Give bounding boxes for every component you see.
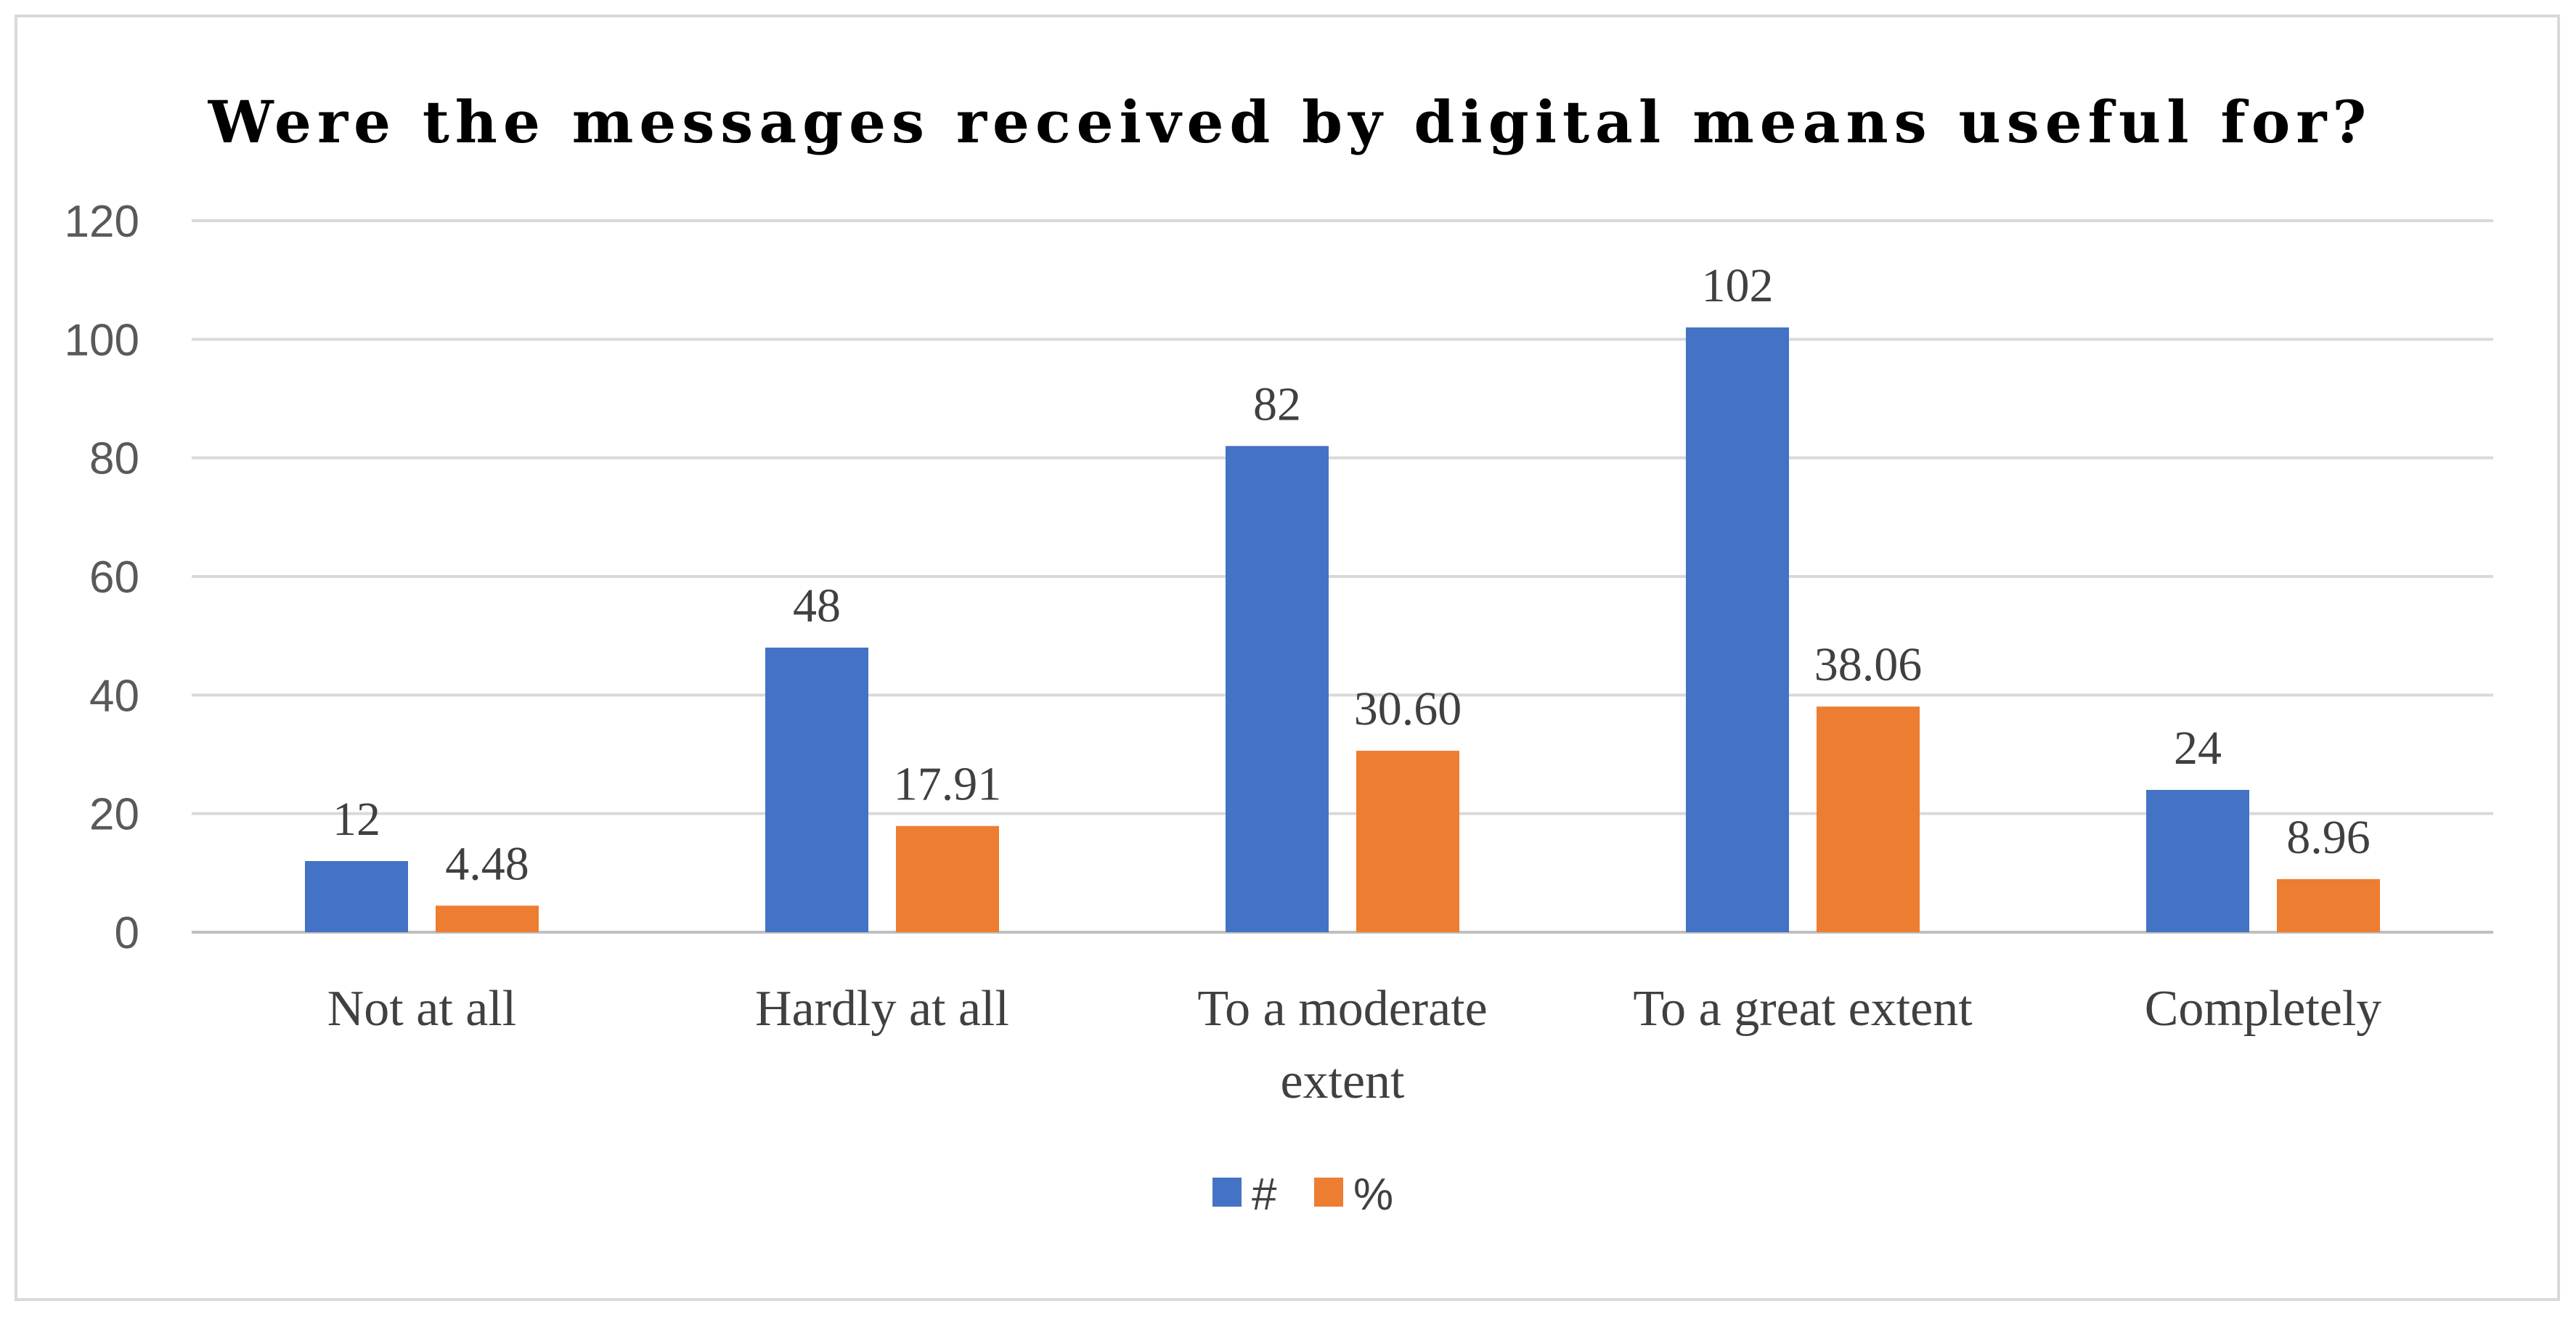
data-label: 38.06: [1814, 638, 1923, 691]
data-label: 12: [333, 793, 380, 846]
bar-percent: [896, 825, 999, 932]
bar-count: [1226, 446, 1329, 932]
y-tick-label: 100: [65, 315, 139, 365]
x-category-label: To a great extent: [1633, 981, 1973, 1037]
bar-count: [2146, 790, 2249, 932]
y-tick-label: 120: [65, 197, 139, 247]
x-axis-categories: Not at all Hardly at all To a moderate exte…: [327, 981, 2382, 1109]
x-category-label: Not at all: [327, 981, 516, 1037]
bar-percent: [436, 905, 539, 932]
chart-title: Were the messages received by digital me…: [208, 88, 2373, 156]
legend: #%: [1212, 1170, 1393, 1220]
y-axis-ticks: 0 20 40 60 80 100 120: [65, 197, 139, 958]
y-tick-label: 20: [89, 790, 139, 840]
bar-percent: [1817, 706, 1920, 932]
data-label: 24: [2174, 722, 2222, 775]
x-category-label: extent: [1280, 1053, 1405, 1109]
gridlines: [192, 219, 2493, 934]
legend-label: #: [1252, 1170, 1277, 1220]
data-label: 102: [1702, 259, 1774, 312]
bar-count: [765, 648, 868, 932]
bar-count: [1686, 327, 1789, 932]
chart-canvas: Were the messages received by digital me…: [65, 88, 2493, 1220]
bar-count: [305, 861, 408, 932]
data-label: 30.60: [1354, 682, 1462, 735]
y-tick-label: 0: [115, 908, 139, 958]
legend-label: %: [1353, 1170, 1393, 1220]
data-label: 8.96: [2286, 811, 2371, 864]
x-category-label: To a moderate: [1197, 981, 1487, 1037]
chart-frame: Were the messages received by digital me…: [15, 15, 2560, 1301]
data-label: 4.48: [445, 837, 529, 890]
legend-swatch: [1212, 1178, 1242, 1207]
bar-percent: [2277, 878, 2380, 932]
data-label: 82: [1253, 378, 1301, 431]
data-labels: 12 4.48 48 17.91 82 30.60 102 38.06 24 8.96: [333, 259, 2371, 890]
y-tick-label: 60: [89, 553, 139, 603]
x-category-label: Completely: [2145, 981, 2382, 1037]
data-label: 17.91: [894, 758, 1002, 811]
bar-percent: [1356, 751, 1459, 932]
y-tick-label: 80: [89, 434, 139, 484]
legend-swatch: [1314, 1178, 1343, 1207]
data-label: 48: [793, 579, 841, 632]
bars: [305, 327, 2380, 932]
x-category-label: Hardly at all: [755, 981, 1009, 1037]
y-tick-label: 40: [89, 671, 139, 721]
